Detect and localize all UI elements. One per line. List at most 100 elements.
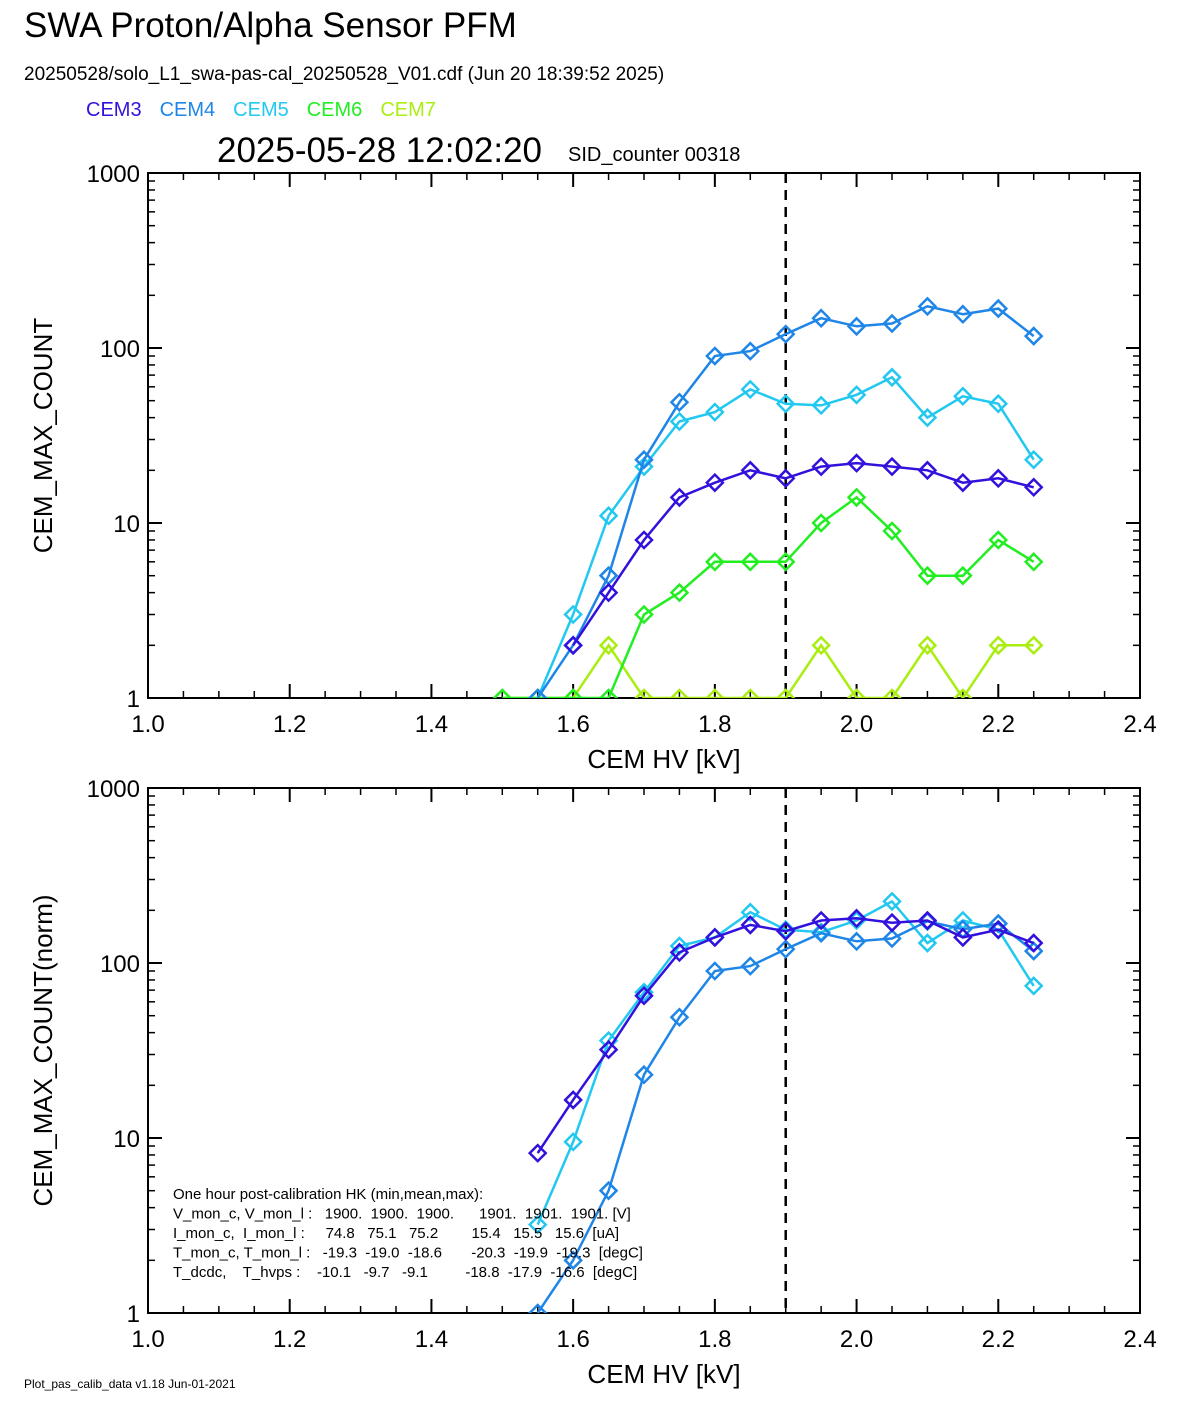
hk-line: T_dcdc, T_hvps : -10.1 -9.7 -9.1 -18.8 -…: [173, 1264, 637, 1281]
series-line-cem5: [536, 375, 1035, 698]
series-line-cem3: [536, 917, 1035, 1154]
data-point-cem4: [1023, 941, 1044, 961]
data-point-cem3: [598, 582, 619, 603]
data-point-cem7: [1023, 635, 1044, 656]
data-point-cem5: [1023, 449, 1044, 470]
data-point-cem5: [988, 394, 1009, 414]
y-tick-label: 10: [113, 1126, 140, 1153]
data-point-cem4: [811, 308, 831, 328]
data-point-cem5: [811, 395, 831, 416]
y-tick-label: 1000: [87, 161, 140, 188]
data-point-cem4: [953, 304, 973, 324]
data-point-cem3: [846, 908, 867, 929]
data-point-cem3: [917, 460, 938, 481]
data-point-cem3: [882, 912, 902, 933]
data-point-cem4: [527, 1303, 548, 1313]
data-point-cem6: [775, 552, 796, 572]
x-tick-label: 1.4: [415, 711, 448, 738]
legend-item-cem4: CEM4: [159, 99, 216, 121]
data-point-cem4: [846, 316, 867, 337]
x-axis-label: CEM HV [kV]: [587, 1359, 740, 1389]
data-point-cem7: [740, 688, 761, 698]
data-point-cem3: [1023, 933, 1044, 953]
data-point-cem6: [917, 565, 938, 586]
data-point-cem4: [598, 1180, 619, 1201]
data-point-cem5: [1023, 976, 1044, 996]
data-point-cem3: [669, 487, 690, 508]
data-point-cem6: [705, 552, 725, 572]
bottom-plot: 1.0 1.2 1.4 1.6 1.8 2.0 2.2 2.4 1 10 100 1000 CEM HV…: [28, 776, 1157, 1389]
data-point-cem6: [846, 487, 867, 508]
data-point-cem5: [527, 1214, 548, 1235]
data-point-cem3: [811, 910, 831, 931]
x-tick-label: 1.6: [556, 711, 589, 738]
data-point-cem3: [1023, 477, 1044, 498]
data-point-cem6: [988, 530, 1009, 550]
data-point-cem5: [563, 604, 583, 625]
x-tick-label: 1.0: [131, 711, 164, 738]
data-point-cem3: [846, 453, 867, 473]
data-point-cem7: [882, 688, 902, 698]
data-point-cem7: [953, 688, 973, 698]
x-tick-label: 1.0: [131, 1326, 164, 1353]
y-tick-label: 100: [100, 336, 140, 363]
data-point-cem3: [705, 472, 725, 493]
timestamp: 2025-05-28 12:02:20: [217, 131, 542, 170]
y-tick-label: 10: [113, 511, 140, 538]
data-point-cem4: [846, 931, 867, 952]
data-point-cem4: [882, 928, 902, 949]
x-axis-label: CEM HV [kV]: [587, 744, 740, 774]
sid-counter: SID_counter 00318: [568, 144, 741, 166]
data-point-cem4: [917, 296, 938, 317]
data-point-cem5: [882, 891, 902, 912]
series-line-cem7: [502, 643, 1034, 698]
data-point-cem4: [988, 298, 1009, 319]
series-group: [492, 296, 1044, 698]
data-point-cem6: [669, 582, 690, 603]
x-tick-label: 2.4: [1123, 711, 1156, 738]
data-point-cem4: [740, 956, 761, 976]
x-tick-label: 1.4: [415, 1326, 448, 1353]
data-point-cem3: [740, 915, 761, 935]
data-point-cem3: [917, 910, 938, 931]
data-point-cem3: [634, 530, 654, 550]
x-tick-label: 1.6: [556, 1326, 589, 1353]
data-point-cem7: [705, 688, 725, 698]
data-point-cem3: [811, 456, 831, 477]
data-point-cem4: [669, 392, 690, 412]
y-axis-label: CEM_MAX_COUNT: [28, 318, 58, 554]
data-point-cem6: [492, 688, 513, 698]
data-point-cem4: [775, 939, 796, 959]
x-tick-label: 2.2: [982, 711, 1015, 738]
data-point-cem6: [740, 552, 761, 572]
data-point-cem3: [705, 927, 725, 948]
data-point-cem4: [634, 449, 654, 470]
legend: CEM3 CEM4 CEM5 CEM6 CEM7: [86, 99, 454, 122]
x-tick-label: 2.0: [840, 711, 873, 738]
legend-item-cem6: CEM6: [306, 99, 363, 121]
data-point-cem4: [563, 1250, 583, 1271]
data-point-cem4: [669, 1007, 690, 1027]
legend-item-cem7: CEM7: [380, 99, 436, 121]
data-point-cem3: [988, 468, 1009, 489]
data-point-cem5: [846, 385, 867, 405]
data-point-cem3: [953, 472, 973, 493]
data-point-cem7: [846, 688, 867, 698]
y-axis-label: CEM_MAX_COUNT(norm): [28, 894, 58, 1206]
data-point-cem3: [563, 635, 583, 656]
data-point-cem3: [669, 942, 690, 963]
data-point-cem6: [634, 604, 654, 625]
x-tick-label: 1.8: [698, 711, 731, 738]
y-tick-label: 1: [127, 1301, 140, 1328]
series-line-cem6: [502, 495, 1035, 698]
data-point-cem3: [563, 1090, 583, 1110]
data-point-cem7: [634, 688, 654, 698]
data-point-cem6: [953, 565, 973, 586]
data-point-cem7: [917, 635, 938, 656]
hk-line: I_mon_c, I_mon_l : 74.8 75.1 75.2 15.4 1…: [173, 1225, 619, 1242]
data-point-cem5: [563, 1132, 583, 1152]
data-point-cem4: [1023, 326, 1044, 346]
data-point-cem3: [598, 1039, 619, 1060]
data-point-cem7: [988, 635, 1009, 656]
